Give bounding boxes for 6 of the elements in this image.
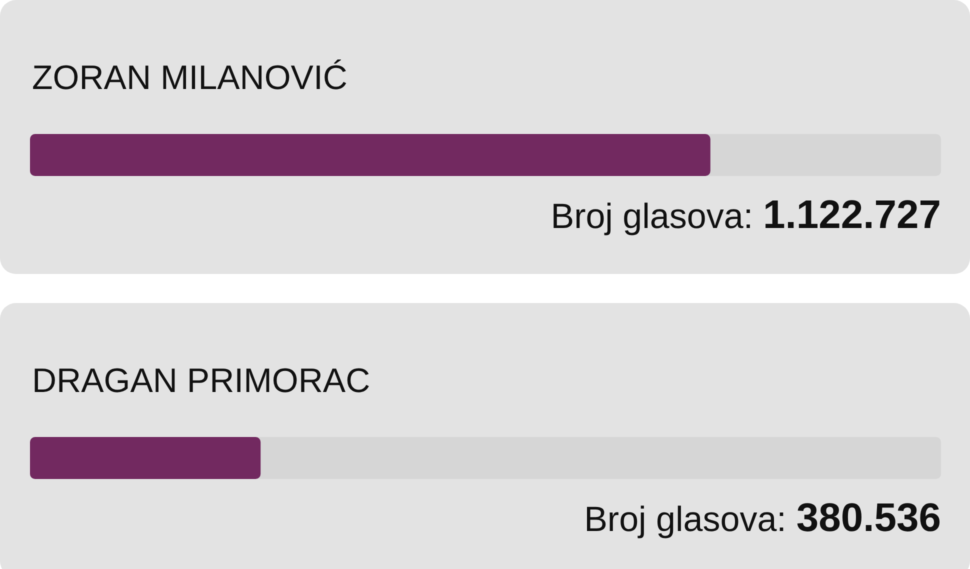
y-tick-label: DRAGAN PRIMORAC xyxy=(32,362,370,400)
x-axis-title: Broj glasova: xyxy=(550,197,754,236)
y-tick-label: ZORAN MILANOVIĆ xyxy=(32,59,348,97)
data-label: 380.536 xyxy=(796,496,941,540)
text: Broj glasova: xyxy=(584,500,786,539)
data-label: 1.122.727 xyxy=(763,193,941,237)
